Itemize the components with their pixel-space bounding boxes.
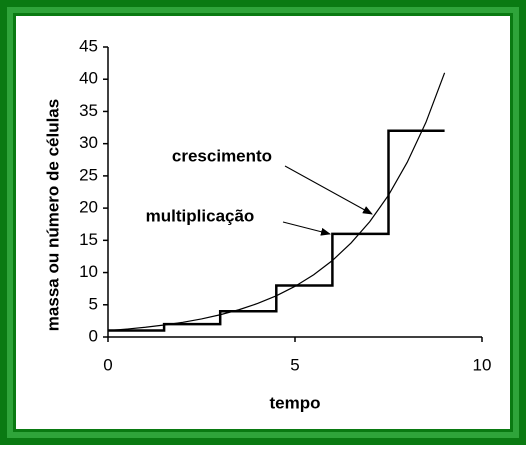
- annotation: crescimento: [172, 146, 272, 165]
- series-line: [108, 129, 445, 332]
- x-tick-label: 0: [103, 355, 112, 374]
- annotation-arrow: [284, 165, 373, 215]
- x-tick-label: 10: [473, 355, 492, 374]
- y-tick-label: 40: [79, 69, 98, 88]
- frame-inner: [13, 13, 513, 432]
- y-tick-label: 35: [79, 101, 98, 120]
- chart: tempo massa ou número de células crescim…: [43, 36, 492, 412]
- x-axis-title: tempo: [270, 393, 321, 412]
- y-tick-label: 10: [79, 262, 98, 281]
- y-tick-label: 15: [79, 230, 98, 249]
- y-tick-label: 25: [79, 165, 98, 184]
- y-tick-label: 0: [89, 326, 98, 345]
- y-tick-label: 30: [79, 133, 98, 152]
- annotation-arrow: [282, 221, 331, 236]
- x-tick-label: 5: [290, 355, 299, 374]
- annotation: multiplicação: [146, 206, 255, 225]
- y-axis-title: massa ou número de células: [43, 99, 62, 331]
- y-tick-label: 45: [79, 36, 98, 55]
- y-tick-label: 20: [79, 198, 98, 217]
- y-tick-label: 5: [89, 294, 98, 313]
